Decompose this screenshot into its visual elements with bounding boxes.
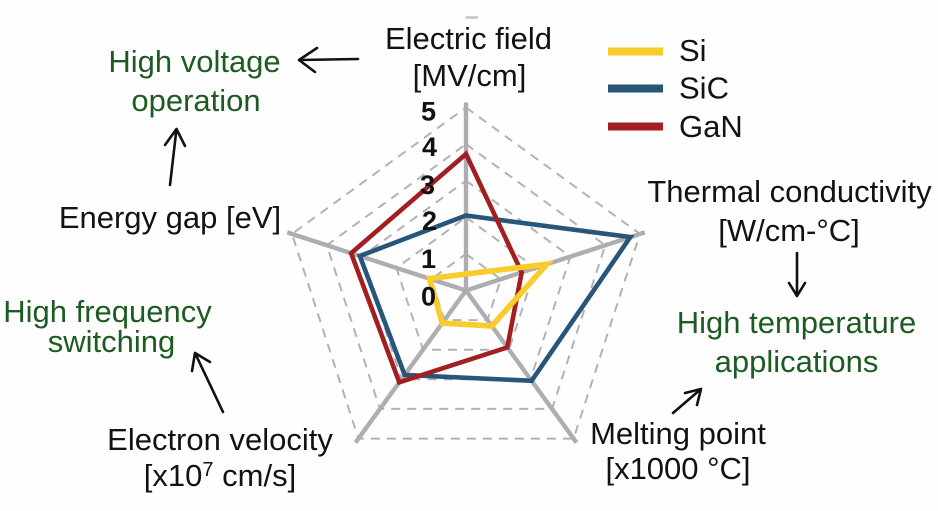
svg-text:0: 0 <box>421 282 436 312</box>
svg-text:Electron velocity: Electron velocity <box>107 422 333 457</box>
svg-text:3: 3 <box>420 170 435 200</box>
svg-text:Energy gap [eV]: Energy gap [eV] <box>59 200 281 235</box>
svg-text:High temperature: High temperature <box>677 305 917 340</box>
svg-text:High frequency: High frequency <box>3 294 212 329</box>
svg-text:5: 5 <box>421 96 436 126</box>
svg-text:applications: applications <box>715 344 879 379</box>
svg-text:4: 4 <box>422 132 437 162</box>
svg-text:High voltage: High voltage <box>108 44 280 79</box>
svg-text:[x107 cm/s]: [x107 cm/s] <box>144 458 296 493</box>
svg-text:Electric field: Electric field <box>385 21 552 56</box>
svg-text:Thermal conductivity: Thermal conductivity <box>647 174 932 209</box>
svg-text:1: 1 <box>421 244 436 274</box>
svg-text:[W/cm-°C]: [W/cm-°C] <box>718 213 860 248</box>
svg-text:[MV/cm]: [MV/cm] <box>413 58 527 93</box>
svg-text:GaN: GaN <box>679 109 743 144</box>
svg-text:Melting point: Melting point <box>590 416 766 451</box>
svg-text:operation: operation <box>131 83 260 118</box>
svg-text:Si: Si <box>679 33 707 68</box>
svg-text:[x1000 °C]: [x1000 °C] <box>605 451 750 486</box>
svg-text:switching: switching <box>48 324 176 359</box>
svg-text:2: 2 <box>422 206 437 236</box>
svg-text:SiC: SiC <box>679 71 729 106</box>
